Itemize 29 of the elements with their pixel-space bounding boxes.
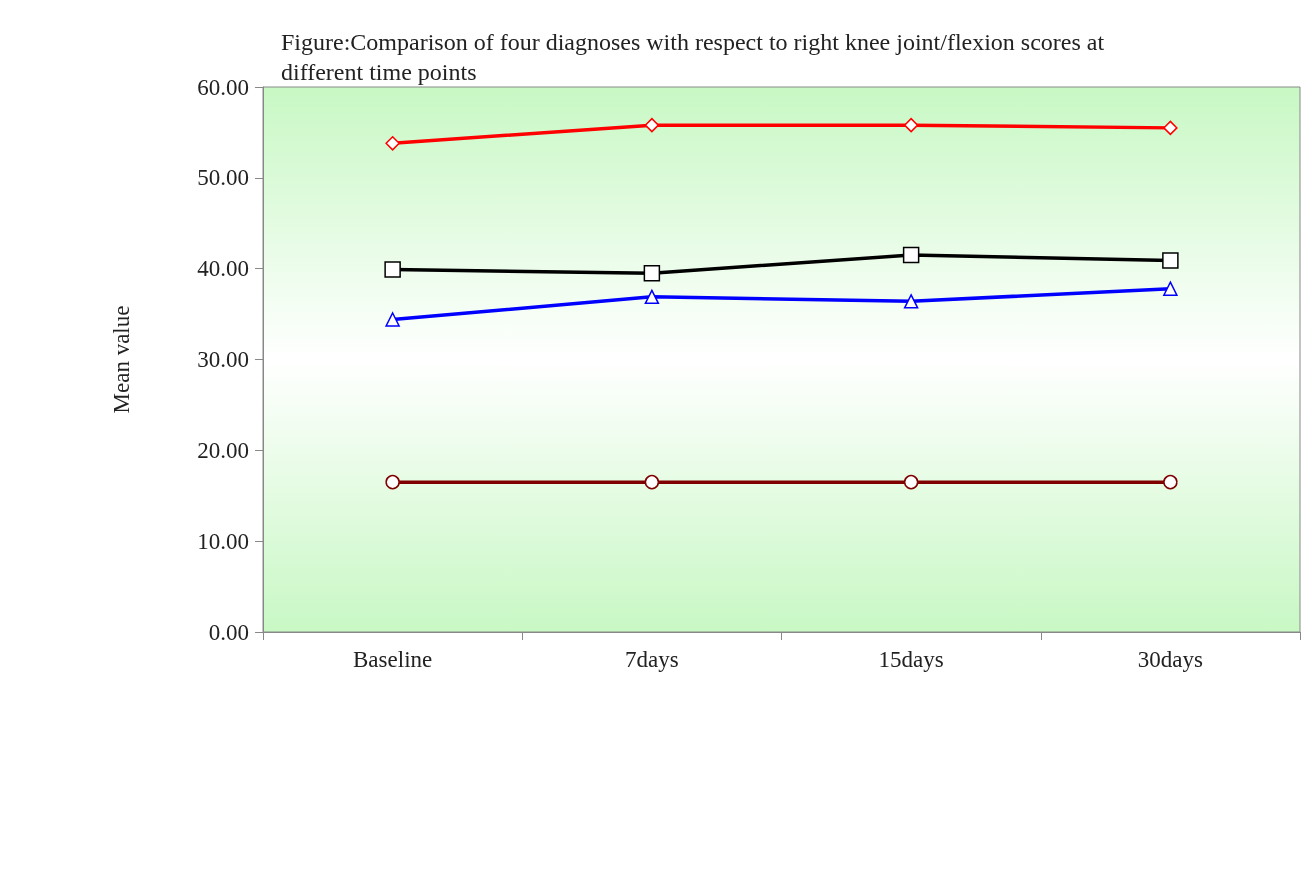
y-tick-label: 20.00	[197, 437, 249, 463]
y-axis-title: Mean value	[109, 305, 134, 414]
point	[385, 474, 400, 490]
point	[644, 289, 660, 305]
point	[1163, 281, 1178, 296]
x-tick-label: 15days	[878, 647, 944, 672]
y-tick-label: 0.00	[208, 619, 249, 645]
point	[902, 246, 920, 264]
y-tick-label: 10.00	[197, 528, 249, 554]
point	[384, 261, 401, 278]
point	[903, 294, 919, 309]
point	[644, 474, 660, 490]
y-tick-label: 30.00	[197, 347, 249, 372]
y-tick-label: 60.00	[197, 74, 249, 100]
point	[1163, 474, 1178, 490]
point	[1162, 252, 1179, 269]
point	[643, 264, 661, 282]
x-tick-label: 7days	[625, 647, 679, 672]
x-tick-label: 30days	[1137, 647, 1203, 672]
point	[903, 117, 919, 133]
chart-title: Figure:Comparison of four diagnoses with respect to right knee joint/flexion scores at different time points	[281, 29, 1111, 85]
point	[385, 312, 400, 327]
x-tick-label: Baseline	[353, 647, 433, 672]
point	[903, 474, 919, 490]
point	[385, 136, 400, 151]
point	[1163, 120, 1178, 136]
y-tick-label: 50.00	[197, 165, 249, 191]
y-tick-label: 40.00	[197, 256, 249, 282]
point	[644, 117, 660, 133]
